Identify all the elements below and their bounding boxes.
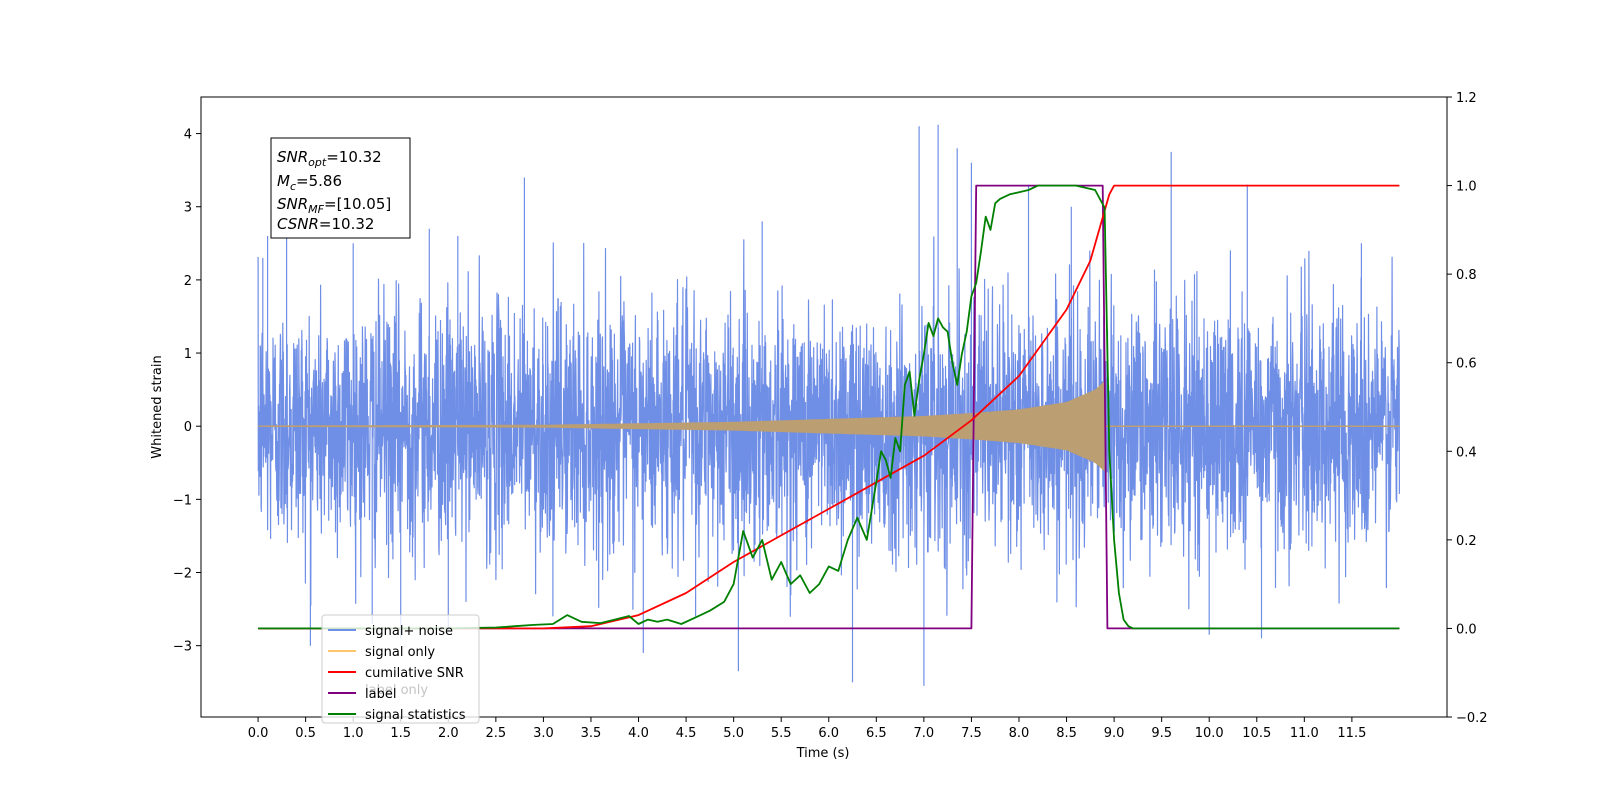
y-tick-label: −1 bbox=[173, 493, 192, 508]
x-tick-label: 2.5 bbox=[486, 726, 507, 741]
x-tick-label: 0.0 bbox=[248, 726, 269, 741]
annotation-box: SNRopt=10.32 Mc=5.86 SNRMF=[10.05] CSNR=… bbox=[270, 137, 411, 239]
y2-tick-label: 1.2 bbox=[1456, 91, 1477, 106]
y-tick-label: 0 bbox=[184, 420, 192, 435]
x-tick-label: 7.5 bbox=[961, 726, 982, 741]
x-tick-label: 1.5 bbox=[390, 726, 411, 741]
x-tick-label: 0.5 bbox=[295, 726, 316, 741]
y2-tick-label: 0.4 bbox=[1456, 445, 1477, 460]
y-tick-label: 3 bbox=[184, 201, 192, 216]
x-tick-label: 3.5 bbox=[581, 726, 602, 741]
signal-only-envelope bbox=[258, 380, 1105, 472]
x-tick-label: 1.0 bbox=[343, 726, 364, 741]
y2-tick-label: −0.2 bbox=[1456, 711, 1488, 726]
y2-tick-label: 1.0 bbox=[1456, 180, 1477, 195]
x-tick-label: 10.0 bbox=[1195, 726, 1224, 741]
y-tick-label: 4 bbox=[184, 128, 192, 143]
x-tick-label: 8.0 bbox=[1009, 726, 1030, 741]
x-tick-label: 6.5 bbox=[866, 726, 887, 741]
y2-tick-label: 0.6 bbox=[1456, 357, 1477, 372]
legend-label: signal only bbox=[365, 645, 435, 660]
legend-hidden-text: label only bbox=[365, 683, 428, 698]
signal-noise-line bbox=[257, 124, 1400, 686]
x-tick-label: 11.0 bbox=[1290, 726, 1319, 741]
x-tick-label: 4.0 bbox=[628, 726, 649, 741]
series-signal-only bbox=[258, 380, 1400, 472]
legend-label: signal statistics bbox=[365, 708, 466, 723]
y-axis-left: −3 −2 −1 0 1 2 3 4 bbox=[173, 128, 201, 655]
y2-tick-label: 0.2 bbox=[1456, 534, 1477, 549]
x-tick-label: 5.0 bbox=[723, 726, 744, 741]
x-tick-label: 7.0 bbox=[914, 726, 935, 741]
y-tick-label: −3 bbox=[173, 640, 192, 655]
right-axis-series bbox=[258, 184, 1400, 630]
series-signal-statistics-line bbox=[258, 184, 1400, 630]
x-tick-label: 8.5 bbox=[1056, 726, 1077, 741]
y-axis-label: Whitened strain bbox=[150, 355, 165, 458]
x-tick-label: 11.5 bbox=[1337, 726, 1366, 741]
y-axis-right: −0.2 0.0 0.2 0.4 0.6 0.8 1.0 1.2 bbox=[1447, 91, 1488, 726]
annotation-mc: Mc=5.86 bbox=[277, 172, 342, 193]
x-axis-label: Time (s) bbox=[796, 746, 850, 761]
annotation-snr-opt: SNRopt=10.32 bbox=[277, 148, 382, 169]
annotation-snr-mf: SNRMF=[10.05] bbox=[277, 195, 391, 216]
x-tick-label: 9.0 bbox=[1104, 726, 1125, 741]
y2-tick-label: 0.0 bbox=[1456, 622, 1477, 637]
legend-label: signal+ noise bbox=[365, 624, 453, 639]
x-tick-label: 10.5 bbox=[1242, 726, 1271, 741]
y-tick-label: −2 bbox=[173, 567, 192, 582]
annotation-csnr: CSNR=10.32 bbox=[277, 215, 374, 233]
x-tick-label: 3.0 bbox=[533, 726, 554, 741]
legend: label only signal+ noise signal only cumil… bbox=[321, 614, 480, 724]
x-tick-label: 5.5 bbox=[771, 726, 792, 741]
x-tick-label: 4.5 bbox=[676, 726, 697, 741]
series-signal-noise bbox=[257, 124, 1400, 686]
x-axis: 0.0 0.5 1.0 1.5 2.0 2.5 3.0 3.5 4.0 4.5 5.0 5.5 6.0 6… bbox=[248, 717, 1366, 741]
x-tick-label: 6.0 bbox=[818, 726, 839, 741]
legend-label: label bbox=[365, 687, 396, 702]
y-tick-label: 1 bbox=[184, 347, 192, 362]
x-tick-label: 9.5 bbox=[1151, 726, 1172, 741]
legend-label: cumilative SNR bbox=[365, 666, 464, 681]
y-tick-label: 2 bbox=[184, 274, 192, 289]
y2-tick-label: 0.8 bbox=[1456, 268, 1477, 283]
plot-frame bbox=[200, 96, 1448, 718]
x-tick-label: 2.0 bbox=[438, 726, 459, 741]
